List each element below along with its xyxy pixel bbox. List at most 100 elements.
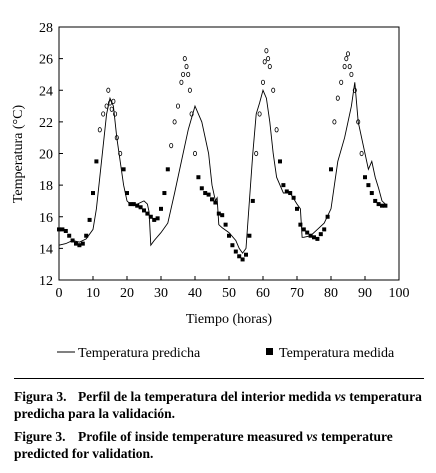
measured-point — [184, 63, 189, 70]
measured-point — [332, 119, 337, 125]
measured-point — [260, 79, 265, 85]
measured-point — [267, 63, 272, 70]
measured-point — [74, 241, 78, 246]
x-tick-label: 90 — [358, 286, 372, 301]
measured-point — [274, 127, 279, 133]
measured-point — [345, 51, 350, 57]
caption-english-text-1: Profile of inside temperature measured — [78, 429, 307, 444]
measured-point — [125, 191, 129, 196]
measured-point — [111, 98, 116, 104]
measured-point — [113, 111, 118, 117]
measured-point — [380, 203, 384, 208]
x-tick-label: 80 — [324, 286, 338, 301]
measured-point — [301, 227, 306, 232]
x-axis-label: Tiempo (horas) — [186, 312, 273, 327]
measured-point — [97, 127, 102, 133]
measured-point — [254, 150, 259, 157]
measured-point — [203, 191, 208, 196]
measured-point — [155, 216, 160, 221]
measured-point — [138, 205, 143, 210]
measured-point — [281, 183, 286, 188]
measured-point — [135, 203, 140, 208]
measured-point — [142, 208, 146, 213]
measured-point — [339, 79, 344, 85]
measured-point — [189, 111, 194, 117]
measured-point — [109, 106, 114, 112]
measured-point — [356, 119, 361, 125]
y-tick-label: 28 — [39, 21, 53, 36]
measured-point — [210, 197, 214, 202]
measured-point — [152, 217, 157, 222]
measured-point — [175, 103, 180, 109]
measured-point — [369, 191, 374, 196]
measured-point — [220, 213, 225, 218]
measured-point — [325, 214, 330, 219]
measured-point — [192, 150, 197, 157]
measured-point — [250, 198, 255, 203]
measured-point — [165, 167, 170, 172]
measured-point — [186, 71, 191, 78]
legend-marker-label: Temperatura medida — [279, 346, 395, 361]
measured-point — [237, 254, 242, 259]
measured-point — [271, 87, 276, 93]
y-tick-label: 22 — [39, 116, 53, 131]
caption-divider — [14, 378, 424, 379]
measured-point — [344, 56, 349, 62]
measured-point — [347, 63, 352, 70]
measured-point — [230, 243, 235, 248]
caption-english-vs: vs — [306, 429, 318, 444]
caption-spanish-text-2: temperatura predicha para la validación. — [14, 389, 422, 421]
measured-point — [213, 200, 218, 205]
y-axis-label: Temperatura (°C) — [11, 105, 26, 204]
measured-point — [77, 243, 82, 248]
y-tick-label: 24 — [39, 84, 53, 99]
x-tick-label: 100 — [389, 286, 410, 301]
measured-point — [335, 95, 340, 101]
y-tick-label: 12 — [39, 274, 53, 289]
x-tick-label: 70 — [290, 286, 304, 301]
measured-point — [80, 241, 85, 246]
measured-point — [162, 191, 167, 196]
x-tick-label: 10 — [86, 286, 100, 301]
measured-point — [187, 87, 192, 93]
measured-point — [67, 233, 72, 238]
measured-point — [262, 59, 267, 65]
measured-point — [172, 119, 177, 125]
measured-point — [104, 103, 109, 109]
caption-spanish-vs: vs — [334, 389, 346, 404]
y-tick-label: 16 — [39, 211, 53, 226]
measured-point — [84, 233, 89, 238]
measured-point — [106, 87, 111, 93]
x-tick-label: 30 — [154, 286, 168, 301]
caption-english: Figure 3. Profile of inside temperature m… — [14, 428, 424, 462]
caption-spanish-text-1: Perfil de la temperatura del interior me… — [78, 389, 335, 404]
measured-point — [179, 79, 184, 85]
y-tick-label: 26 — [39, 53, 53, 68]
caption-english-label: Figure 3. — [14, 429, 66, 444]
measured-point — [240, 257, 245, 262]
measured-point — [305, 230, 310, 235]
measured-point — [223, 222, 228, 227]
measured-point — [363, 175, 367, 180]
measured-point — [298, 222, 303, 227]
measured-point — [383, 203, 388, 208]
measured-point — [199, 186, 204, 191]
measured-point — [101, 111, 106, 117]
legend-line-label: Temperatura predicha — [78, 346, 201, 361]
y-tick-label: 20 — [39, 148, 53, 163]
measured-point — [315, 236, 320, 241]
x-tick-label: 20 — [120, 286, 134, 301]
legend-marker-swatch — [266, 348, 273, 355]
measured-point — [118, 150, 123, 157]
measured-point — [318, 232, 323, 237]
measured-point — [264, 48, 269, 54]
measured-point — [352, 87, 357, 93]
measured-point — [342, 63, 347, 70]
measured-point — [63, 228, 68, 233]
measured-point — [196, 175, 201, 180]
measured-point — [128, 202, 133, 207]
measured-point — [284, 189, 289, 194]
measured-point — [70, 238, 75, 243]
measured-point — [94, 159, 99, 164]
measured-point — [322, 227, 327, 232]
